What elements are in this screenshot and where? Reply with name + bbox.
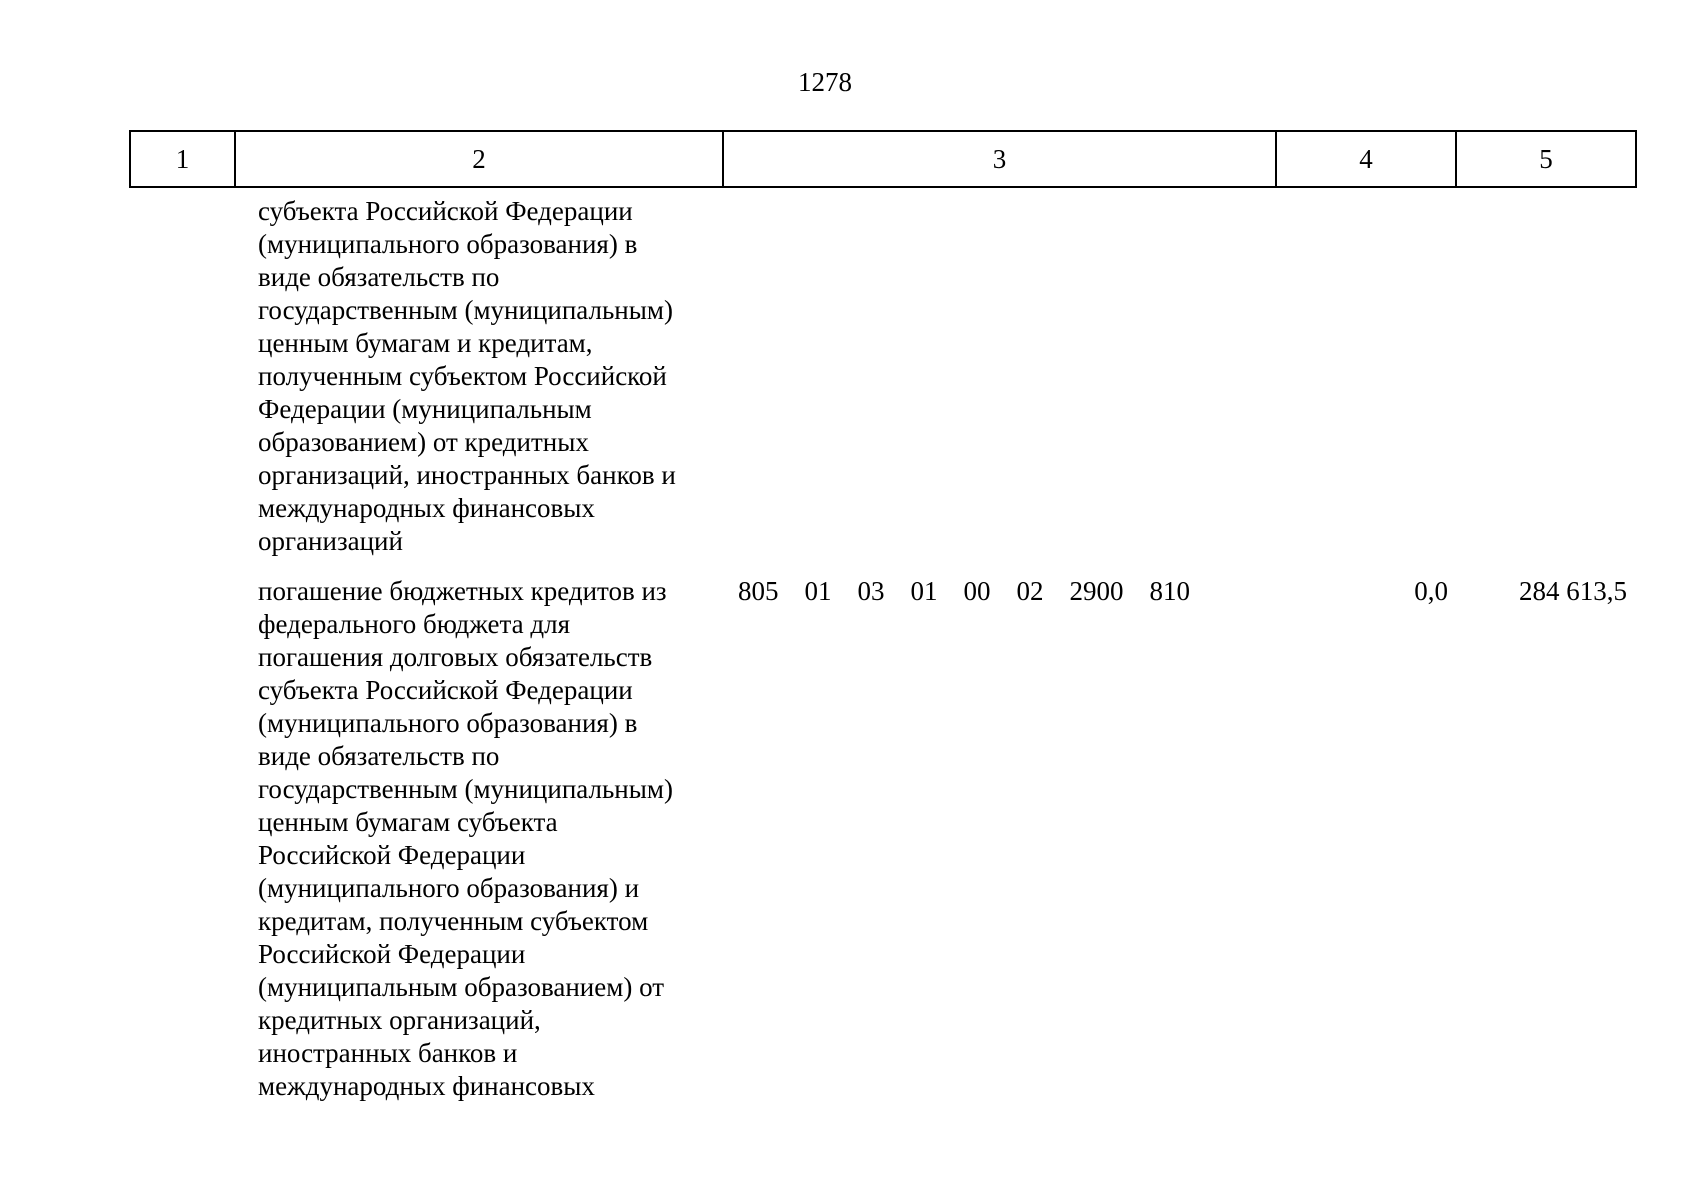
page-number: 1278: [798, 67, 852, 97]
row-text: погашение бюджетных кредитов из федераль…: [258, 576, 673, 1101]
table-header-row: 1 2 3 4 5: [129, 130, 1637, 188]
column-header-1: 1: [175, 143, 190, 174]
budget-codes: 805 01 03 01 00 02 2900 810: [722, 575, 1275, 608]
table-row: погашение бюджетных кредитов из федераль…: [129, 575, 1637, 1103]
code-value: 805: [738, 576, 779, 606]
column-header-2: 2: [234, 132, 722, 186]
code-value: 03: [857, 576, 885, 606]
code-value: 01: [910, 576, 938, 606]
code-value: 810: [1149, 576, 1191, 606]
amount-col4: 0,0: [1414, 576, 1448, 606]
column-header-3: 3: [722, 132, 1275, 186]
row-text: субъекта Российской Федерации (муниципал…: [258, 196, 676, 556]
amount-col5: 284 613,5: [1519, 576, 1627, 606]
code-value: 2900: [1069, 576, 1124, 606]
code-value: 02: [1016, 576, 1044, 606]
column-header-4: 4: [1275, 132, 1455, 186]
code-value: 01: [804, 576, 832, 606]
code-value: 00: [963, 576, 991, 606]
table-row: субъекта Российской Федерации (муниципал…: [129, 195, 1637, 558]
column-header-5: 5: [1455, 132, 1635, 186]
table-body: субъекта Российской Федерации (муниципал…: [129, 195, 1637, 1103]
